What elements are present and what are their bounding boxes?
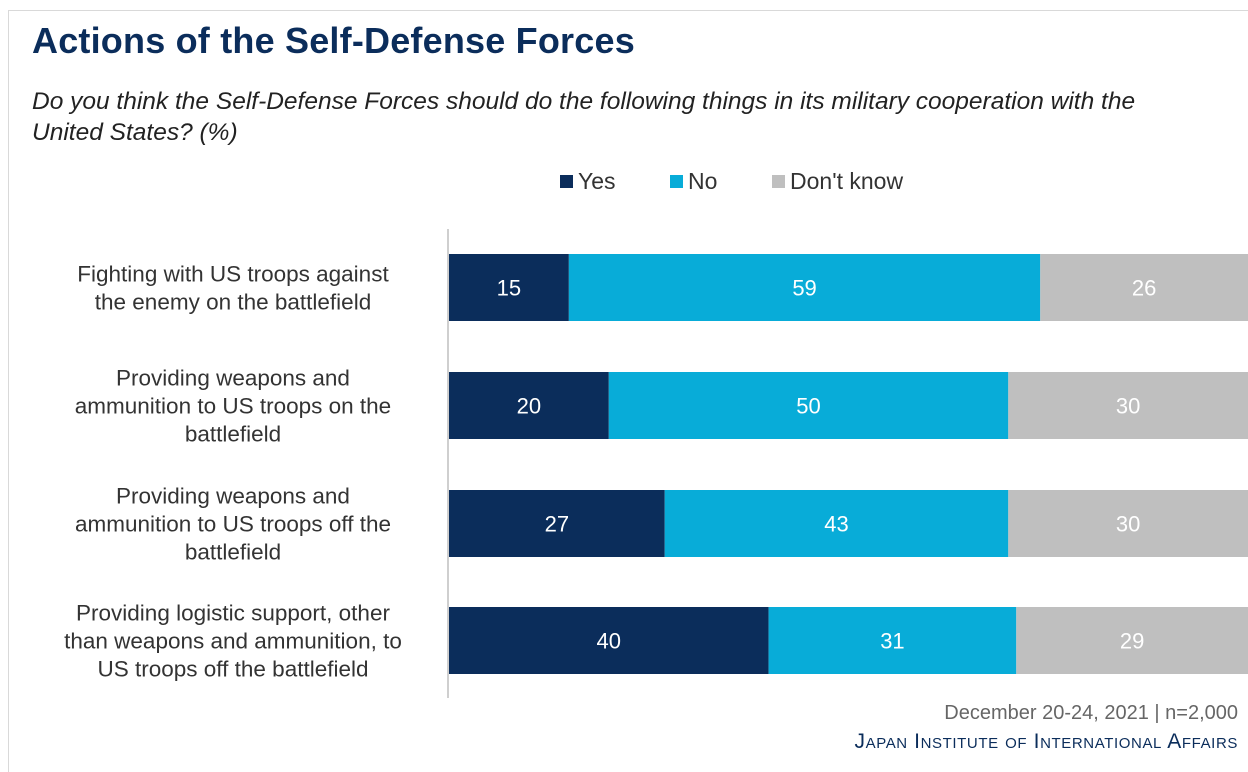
bar-segment-don-t-know bbox=[1008, 490, 1248, 557]
bar-segment-no bbox=[768, 607, 1017, 674]
bar-segment-don-t-know bbox=[1008, 372, 1248, 439]
bar-segment-yes bbox=[449, 490, 665, 557]
data-label: 27 bbox=[545, 512, 569, 537]
data-label: 26 bbox=[1132, 276, 1156, 301]
legend-swatch-dont-know bbox=[772, 175, 785, 188]
category-label: Providing weapons and ammunition to US tr… bbox=[75, 484, 391, 565]
category-label: Providing weapons and ammunition to US tr… bbox=[75, 366, 391, 447]
bar-row: Providing logistic support, other than we… bbox=[64, 601, 1248, 682]
chart-subtitle: Do you think the Self-Defense Forces sho… bbox=[32, 88, 1136, 146]
data-label: 29 bbox=[1120, 629, 1144, 654]
legend-label-dont-know: Don't know bbox=[790, 168, 904, 194]
bar-segment-no bbox=[664, 490, 1009, 557]
data-label: 50 bbox=[796, 394, 820, 419]
category-label: Fighting with US troops against the enemy… bbox=[77, 262, 389, 315]
source-note: December 20-24, 2021 | n=2,000 bbox=[944, 702, 1238, 724]
bar-segment-don-t-know bbox=[1040, 254, 1248, 321]
bar-row: Fighting with US troops against the enemy… bbox=[77, 254, 1248, 321]
legend-swatch-no bbox=[670, 175, 683, 188]
legend-item-no: No bbox=[670, 168, 717, 195]
data-label: 59 bbox=[792, 276, 816, 301]
bar-row: Providing weapons and ammunition to US tr… bbox=[75, 484, 1248, 565]
legend-item-dont-know: Don't know bbox=[772, 168, 903, 195]
data-label: 40 bbox=[597, 629, 621, 654]
chart-frame bbox=[8, 10, 1248, 772]
data-label: 30 bbox=[1116, 394, 1140, 419]
brand-name: Japan Institute of International Affairs bbox=[854, 730, 1238, 753]
data-label: 31 bbox=[880, 629, 904, 654]
data-label: 20 bbox=[517, 394, 541, 419]
data-label: 30 bbox=[1116, 512, 1140, 537]
legend-label-yes: Yes bbox=[578, 168, 616, 194]
legend-label-no: No bbox=[688, 168, 718, 194]
data-label: 43 bbox=[824, 512, 848, 537]
data-label: 15 bbox=[497, 276, 521, 301]
chart-title: Actions of the Self-Defense Forces bbox=[32, 20, 635, 61]
bar-segment-yes bbox=[449, 372, 609, 439]
bar-row: Providing weapons and ammunition to US tr… bbox=[75, 366, 1248, 447]
bar-segment-no bbox=[568, 254, 1041, 321]
legend-item-yes: Yes bbox=[560, 168, 616, 195]
bar-segment-don-t-know bbox=[1016, 607, 1248, 674]
category-label: Providing logistic support, other than we… bbox=[64, 601, 402, 682]
legend-swatch-yes bbox=[560, 175, 573, 188]
bar-segment-no bbox=[608, 372, 1009, 439]
bar-segment-yes bbox=[449, 254, 569, 321]
bar-segment-yes bbox=[449, 607, 769, 674]
